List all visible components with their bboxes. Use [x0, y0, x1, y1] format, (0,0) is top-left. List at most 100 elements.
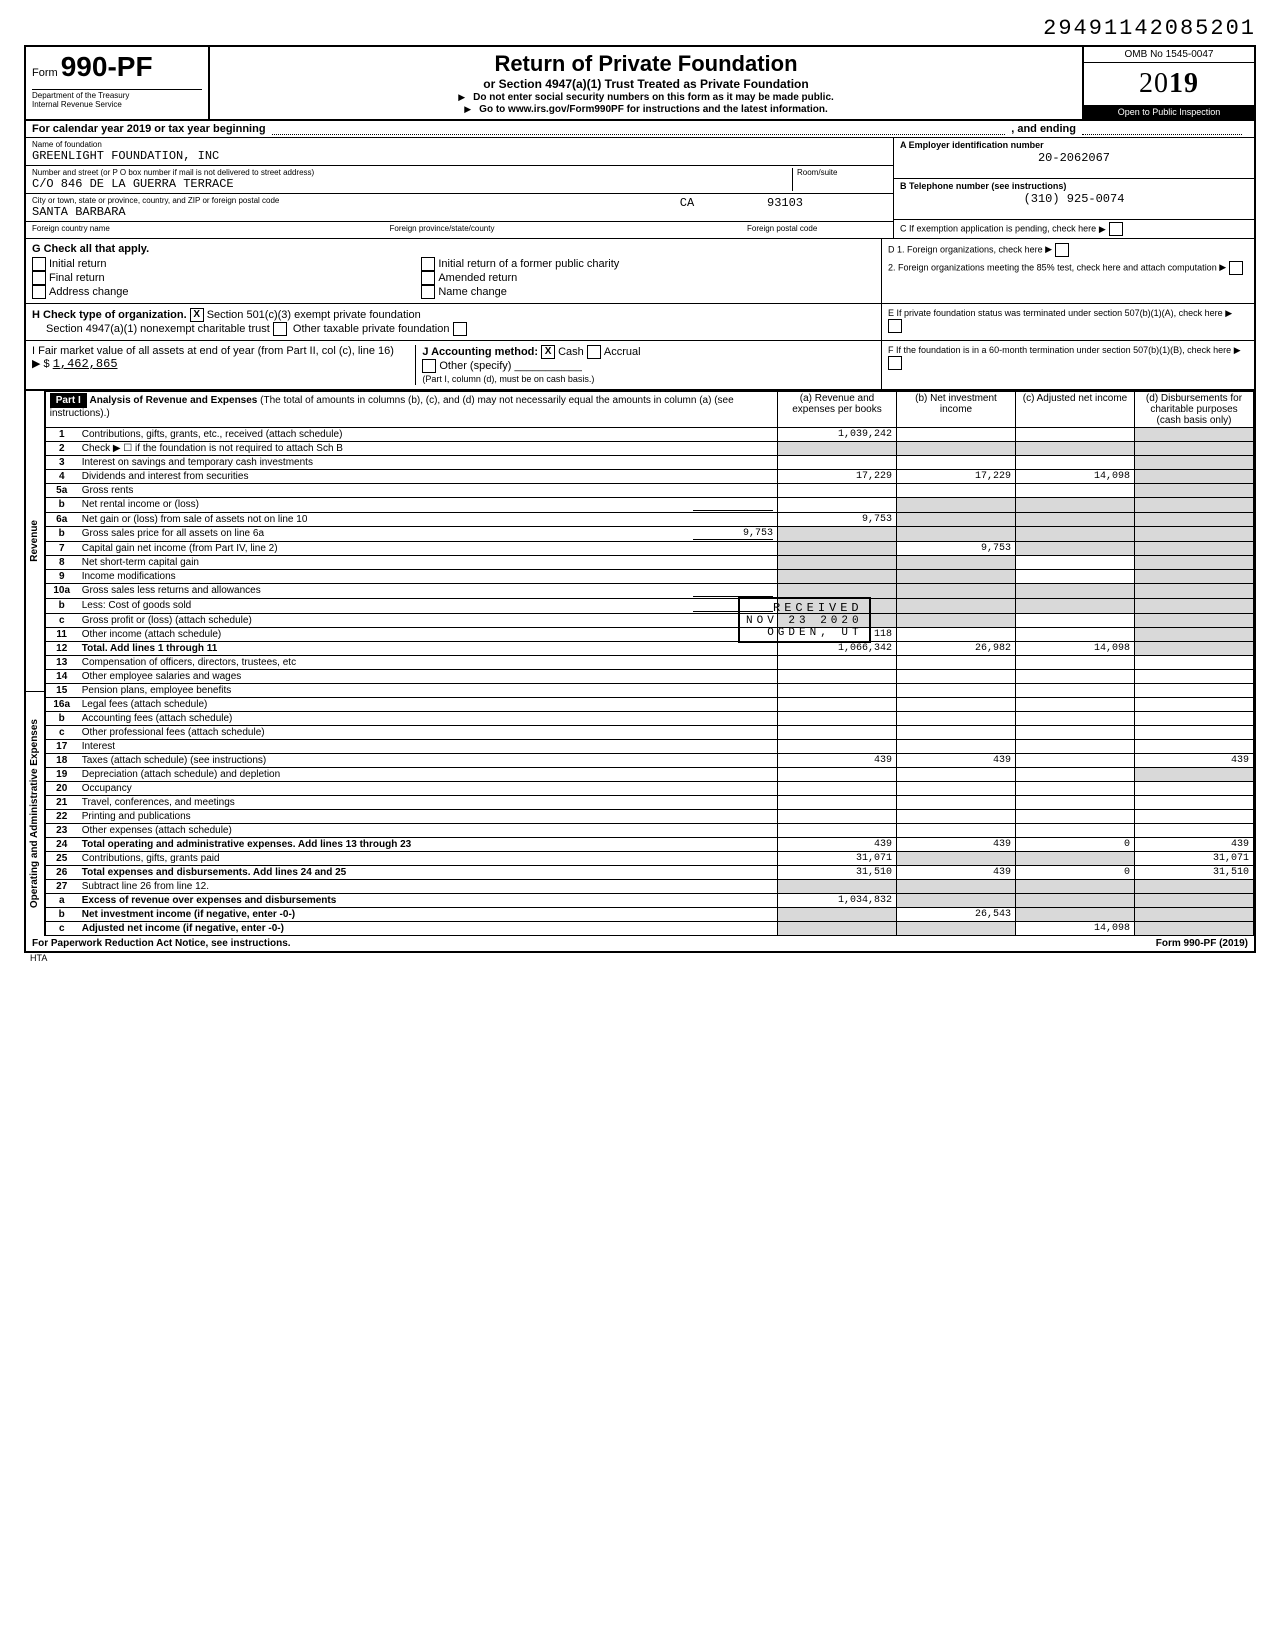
line-description: Depreciation (attach schedule) and deple… [78, 768, 778, 782]
cell-c [1016, 527, 1135, 542]
arrow-icon [1043, 244, 1052, 254]
g-final-checkbox[interactable] [32, 271, 46, 285]
header-title-block: Return of Private Foundation or Section … [210, 47, 1082, 119]
arrow-icon [464, 103, 473, 115]
d1-checkbox[interactable] [1055, 243, 1069, 257]
cell-a: 1,039,242 [778, 428, 897, 442]
g-initial-checkbox[interactable] [32, 257, 46, 271]
d2-checkbox[interactable] [1229, 261, 1243, 275]
h-4947-checkbox[interactable] [273, 322, 287, 336]
cell-d [1135, 642, 1254, 656]
cell-d [1135, 698, 1254, 712]
cell-d [1135, 527, 1254, 542]
cell-d [1135, 740, 1254, 754]
cell-a: 439 [778, 754, 897, 768]
f-checkbox[interactable] [888, 356, 902, 370]
ein-value: 20-2062067 [900, 151, 1248, 165]
line-number: 10a [45, 584, 78, 599]
cell-a [778, 670, 897, 684]
name-ein-row: Name of foundation GREENLIGHT FOUNDATION… [26, 138, 1254, 239]
city-label: City or town, state or province, country… [32, 196, 607, 205]
g-name-change-checkbox[interactable] [421, 285, 435, 299]
j-cash-checkbox[interactable]: X [541, 345, 555, 359]
cell-d [1135, 810, 1254, 824]
table-row: 17Interest [45, 740, 1253, 754]
col-c-header: (c) Adjusted net income [1016, 392, 1135, 428]
cell-a [778, 584, 897, 599]
box-c-checkbox[interactable] [1109, 222, 1123, 236]
cell-a [778, 712, 897, 726]
cell-d [1135, 584, 1254, 599]
document-locator-number: 29491142085201 [24, 16, 1256, 41]
cell-a [778, 880, 897, 894]
g-opt4: Initial return of a former public charit… [438, 258, 619, 270]
cell-a [778, 908, 897, 922]
h-other-checkbox[interactable] [453, 322, 467, 336]
instr-2: Go to www.irs.gov/Form990PF for instruct… [479, 104, 828, 115]
cell-c [1016, 908, 1135, 922]
table-row: 19Depreciation (attach schedule) and dep… [45, 768, 1253, 782]
g-address-checkbox[interactable] [32, 285, 46, 299]
table-row: 23Other expenses (attach schedule) [45, 824, 1253, 838]
line-description: Interest on savings and temporary cash i… [78, 456, 778, 470]
cell-b [897, 498, 1016, 513]
part1-table-wrap: Revenue Operating and Administrative Exp… [26, 391, 1254, 936]
cell-b [897, 796, 1016, 810]
line-number: 14 [45, 670, 78, 684]
e-checkbox[interactable] [888, 319, 902, 333]
section-g-d: G Check all that apply. Initial return F… [26, 239, 1254, 304]
line-number: c [45, 726, 78, 740]
cell-c [1016, 428, 1135, 442]
line-number: 21 [45, 796, 78, 810]
h-opt2: Section 4947(a)(1) nonexempt charitable … [46, 323, 270, 335]
year-prefix: 20 [1139, 68, 1169, 99]
foundation-address: C/O 846 DE LA GUERRA TERRACE [32, 177, 234, 191]
col-b-header: (b) Net investment income [897, 392, 1016, 428]
year-suffix: 19 [1169, 68, 1199, 99]
arrow-icon [1217, 262, 1226, 272]
cal-end-blank [1082, 123, 1242, 135]
h-501c3-checkbox[interactable]: X [190, 308, 204, 322]
box-d: D 1. Foreign organizations, check here 2… [882, 239, 1254, 303]
footer-right-text: Form 990-PF (2019) [1156, 938, 1248, 949]
g-initial-former-checkbox[interactable] [421, 257, 435, 271]
cell-b [897, 768, 1016, 782]
j-opt1: Cash [558, 346, 584, 358]
instr-1: Do not enter social security numbers on … [473, 92, 834, 103]
j-accrual-checkbox[interactable] [587, 345, 601, 359]
line-number: 11 [45, 628, 78, 642]
cell-a: 439 [778, 838, 897, 852]
j-note: (Part I, column (d), must be on cash bas… [422, 374, 594, 384]
cal-left: For calendar year 2019 or tax year begin… [32, 123, 266, 135]
cell-d [1135, 894, 1254, 908]
line-number: 6a [45, 513, 78, 527]
dept-line-2: Internal Revenue Service [32, 101, 202, 110]
cell-c [1016, 570, 1135, 584]
line-description: Other professional fees (attach schedule… [78, 726, 778, 740]
cell-c [1016, 796, 1135, 810]
line-number: 5a [45, 484, 78, 498]
cell-b [897, 712, 1016, 726]
cell-a [778, 782, 897, 796]
cell-c [1016, 684, 1135, 698]
cell-b [897, 810, 1016, 824]
j-other-checkbox[interactable] [422, 359, 436, 373]
line-number: 27 [45, 880, 78, 894]
table-row: 10aGross sales less returns and allowanc… [45, 584, 1253, 599]
cell-b [897, 824, 1016, 838]
cell-c [1016, 782, 1135, 796]
col-d-header: (d) Disbursements for charitable purpose… [1135, 392, 1254, 428]
cell-b [897, 584, 1016, 599]
part1-tag: Part I [50, 393, 87, 408]
form-id-block: Form 990-PF Department of the Treasury I… [26, 47, 210, 119]
cell-d [1135, 782, 1254, 796]
cell-a [778, 542, 897, 556]
cell-c [1016, 768, 1135, 782]
line-description: Adjusted net income (if negative, enter … [78, 922, 778, 936]
cell-a [778, 922, 897, 936]
cell-d [1135, 726, 1254, 740]
arrow-icon [1099, 224, 1106, 235]
line-description: Taxes (attach schedule) (see instruction… [78, 754, 778, 768]
g-amended-checkbox[interactable] [421, 271, 435, 285]
line-number: 20 [45, 782, 78, 796]
